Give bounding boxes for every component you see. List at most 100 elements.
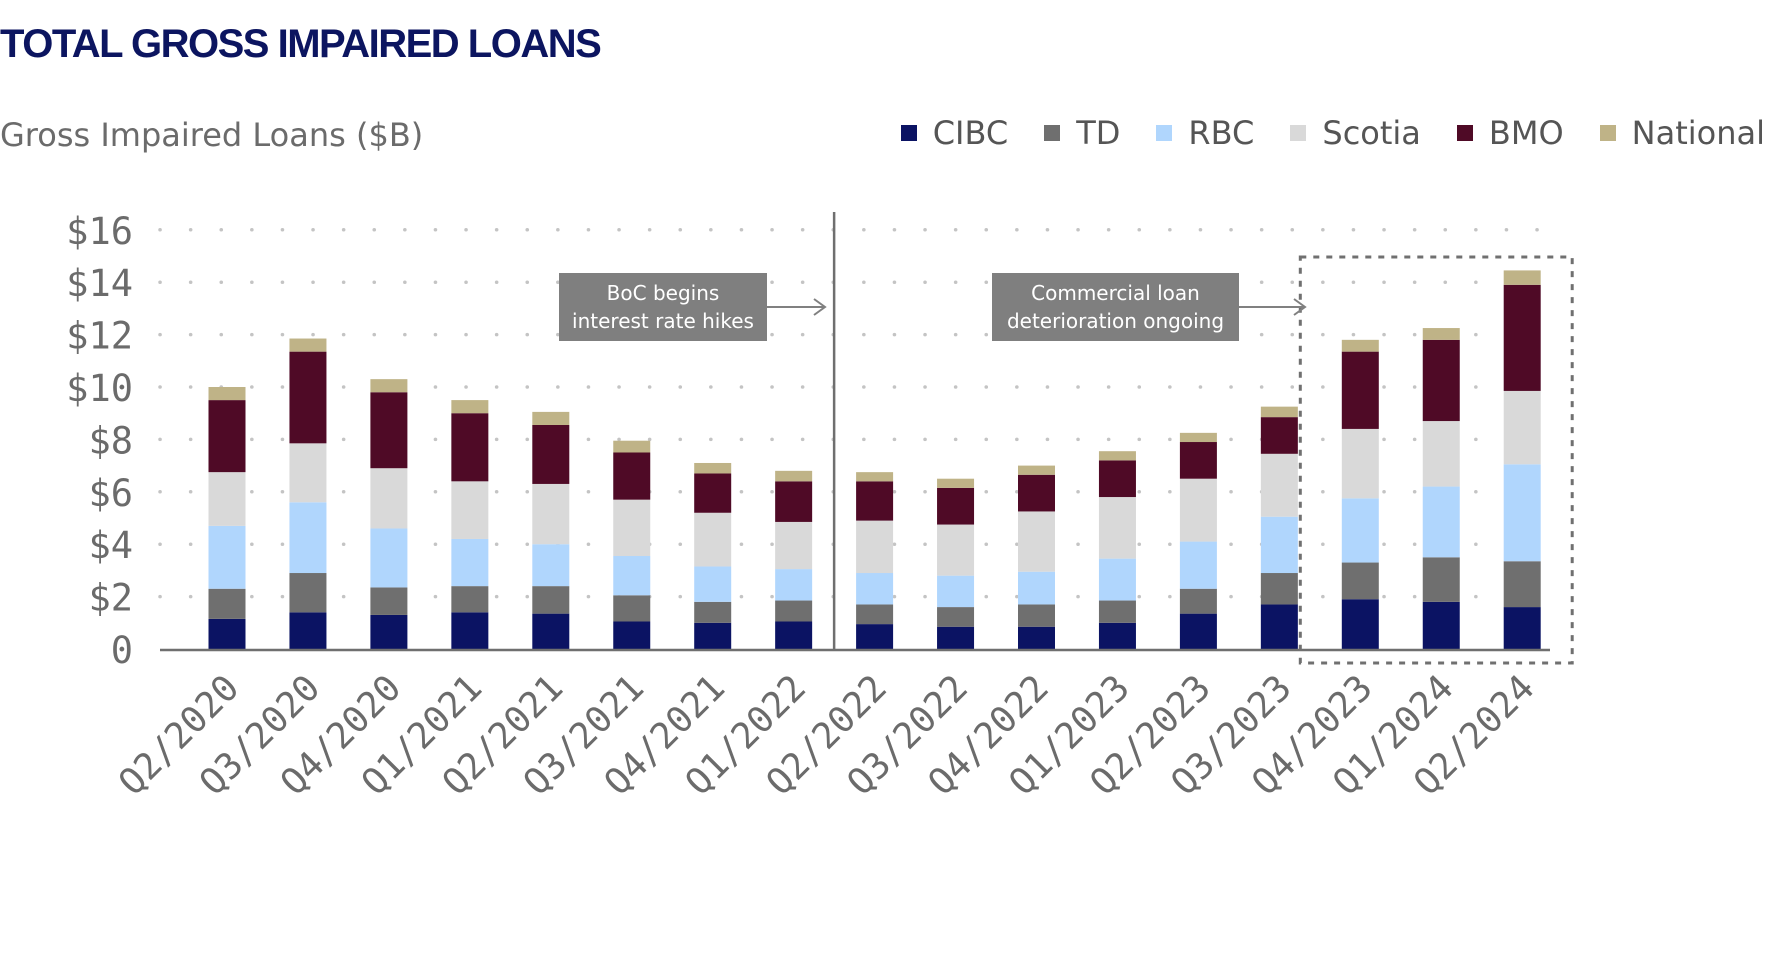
bar-segment-scotia-q2-2021	[532, 483, 570, 545]
bar-segment-bmo-q2-2020	[208, 400, 246, 473]
bar-segment-td-q1-2024	[1422, 557, 1460, 602]
bar-segment-national-q2-2022	[856, 472, 894, 482]
bar-segment-scotia-q3-2022	[937, 524, 975, 576]
bar-segment-rbc-q1-2022	[775, 569, 813, 601]
bar-segment-bmo-q1-2023	[1098, 460, 1136, 498]
bar-segment-rbc-q2-2021	[532, 544, 570, 587]
page-title: TOTAL GROSS IMPAIRED LOANS	[0, 22, 602, 66]
bar-segment-bmo-q3-2023	[1260, 417, 1298, 454]
bar-segment-td-q2-2022	[856, 604, 894, 625]
bar-segment-rbc-q4-2022	[1018, 571, 1055, 605]
bar-segment-scotia-q1-2021	[451, 481, 489, 539]
bar-segment-td-q3-2022	[937, 607, 975, 627]
bar-segment-cibc-q3-2023	[1260, 604, 1298, 649]
legend-label: National	[1631, 114, 1765, 152]
bar-segment-cibc-q3-2022	[937, 626, 975, 649]
annotation-callout: BoC begins interest rate hikes	[559, 273, 827, 341]
bar-segment-bmo-q4-2021	[694, 473, 732, 513]
bar-segment-bmo-q1-2022	[775, 481, 813, 522]
y-tick-label: $14	[66, 262, 133, 305]
bar-segment-national-q1-2023	[1098, 451, 1136, 461]
bar-segment-national-q2-2021	[532, 411, 570, 425]
bar-segment-bmo-q2-2021	[532, 424, 570, 484]
legend-swatch	[1290, 125, 1307, 141]
bar-segment-rbc-q1-2021	[451, 538, 489, 587]
bar-segment-scotia-q4-2023	[1341, 428, 1379, 499]
bar-segment-national-q3-2023	[1260, 406, 1298, 418]
legend-label: Scotia	[1322, 114, 1421, 152]
y-tick-label: $4	[88, 524, 133, 567]
bar-segment-td-q2-2023	[1179, 588, 1217, 614]
bar-segment-scotia-q2-2024	[1503, 390, 1541, 465]
bar-segment-rbc-q1-2024	[1422, 486, 1460, 558]
bar-segment-rbc-q3-2020	[289, 502, 327, 574]
bar-segment-td-q4-2021	[694, 601, 732, 623]
bar-segment-td-q3-2023	[1260, 573, 1298, 605]
bar-segment-td-q2-2020	[208, 588, 246, 619]
bar-segment-td-q3-2020	[289, 573, 327, 613]
bar-segment-bmo-q2-2022	[856, 481, 894, 521]
annotation-arrow-head	[1293, 298, 1307, 316]
annotation-text: interest rate hikes	[572, 309, 754, 333]
bar-segment-cibc-q4-2021	[694, 622, 732, 649]
legend-label: TD	[1076, 114, 1121, 152]
bar-segment-national-q2-2020	[208, 387, 246, 401]
chart-legend: CIBC TD RBC Scotia BMO National	[865, 114, 1765, 152]
y-tick-label: $12	[66, 315, 133, 358]
legend-swatch	[1044, 125, 1061, 141]
bar-segment-national-q2-2024	[1503, 270, 1541, 285]
legend-label: CIBC	[932, 114, 1009, 152]
legend-item-rbc: RBC	[1156, 114, 1254, 152]
bar-segment-national-q4-2021	[694, 462, 732, 474]
bar-segment-bmo-q4-2020	[370, 392, 408, 469]
legend-swatch	[1156, 125, 1173, 141]
y-tick-label: 0	[111, 629, 133, 672]
annotation-text: BoC begins	[607, 281, 720, 305]
bar-segment-national-q1-2024	[1422, 328, 1460, 340]
legend-label: BMO	[1488, 114, 1564, 152]
bar-segment-cibc-q4-2023	[1341, 599, 1379, 649]
bar-segment-cibc-q2-2022	[856, 624, 894, 649]
bar-segment-scotia-q1-2023	[1098, 497, 1136, 559]
bar-segment-bmo-q1-2021	[451, 413, 489, 482]
bar-segment-bmo-q2-2024	[1503, 284, 1541, 391]
y-tick-label: $10	[66, 367, 133, 410]
bar-segment-rbc-q1-2023	[1098, 558, 1136, 601]
y-tick-label: $2	[88, 577, 133, 620]
bar-segment-scotia-q2-2023	[1179, 478, 1217, 542]
bar-segment-cibc-q1-2021	[451, 612, 489, 649]
legend-item-bmo: BMO	[1456, 114, 1564, 152]
bar-segment-td-q1-2022	[775, 600, 813, 622]
bar-segment-scotia-q4-2020	[370, 468, 408, 529]
bar-segment-rbc-q4-2021	[694, 566, 732, 602]
legend-item-scotia: Scotia	[1290, 114, 1421, 152]
bar-segment-bmo-q2-2023	[1179, 442, 1217, 479]
bar-segment-cibc-q2-2020	[208, 618, 246, 649]
legend-item-td: TD	[1044, 114, 1120, 152]
bar-segment-td-q4-2023	[1341, 562, 1379, 600]
bar-segment-td-q3-2021	[613, 595, 651, 622]
bar-segment-scotia-q1-2022	[775, 521, 813, 570]
bar-segment-scotia-q2-2020	[208, 472, 246, 526]
bar-segment-cibc-q3-2020	[289, 612, 327, 649]
bar-segment-bmo-q4-2022	[1018, 474, 1055, 512]
bar-segment-td-q1-2023	[1098, 600, 1136, 623]
bar-segment-td-q4-2020	[370, 587, 408, 615]
annotation-callout: Commercial loan deterioration ongoing	[992, 273, 1307, 341]
bar-segment-national-q1-2022	[775, 470, 813, 482]
bar-segment-national-q3-2022	[937, 478, 975, 488]
bar-segment-cibc-q1-2022	[775, 621, 813, 649]
annotation-box	[992, 273, 1239, 341]
bar-segment-rbc-q3-2021	[613, 555, 651, 596]
bar-segment-td-q1-2021	[451, 586, 489, 613]
y-tick-label: $8	[88, 419, 133, 462]
bar-segment-rbc-q2-2023	[1179, 541, 1217, 589]
highlight-box	[1298, 255, 1574, 665]
annotation-text: Commercial loan	[1031, 281, 1200, 305]
bar-segment-rbc-q3-2022	[937, 575, 975, 608]
legend-swatch	[1456, 125, 1473, 141]
bar-segment-cibc-q3-2021	[613, 621, 651, 649]
chart-subtitle: Gross Impaired Loans ($B)	[0, 116, 424, 154]
